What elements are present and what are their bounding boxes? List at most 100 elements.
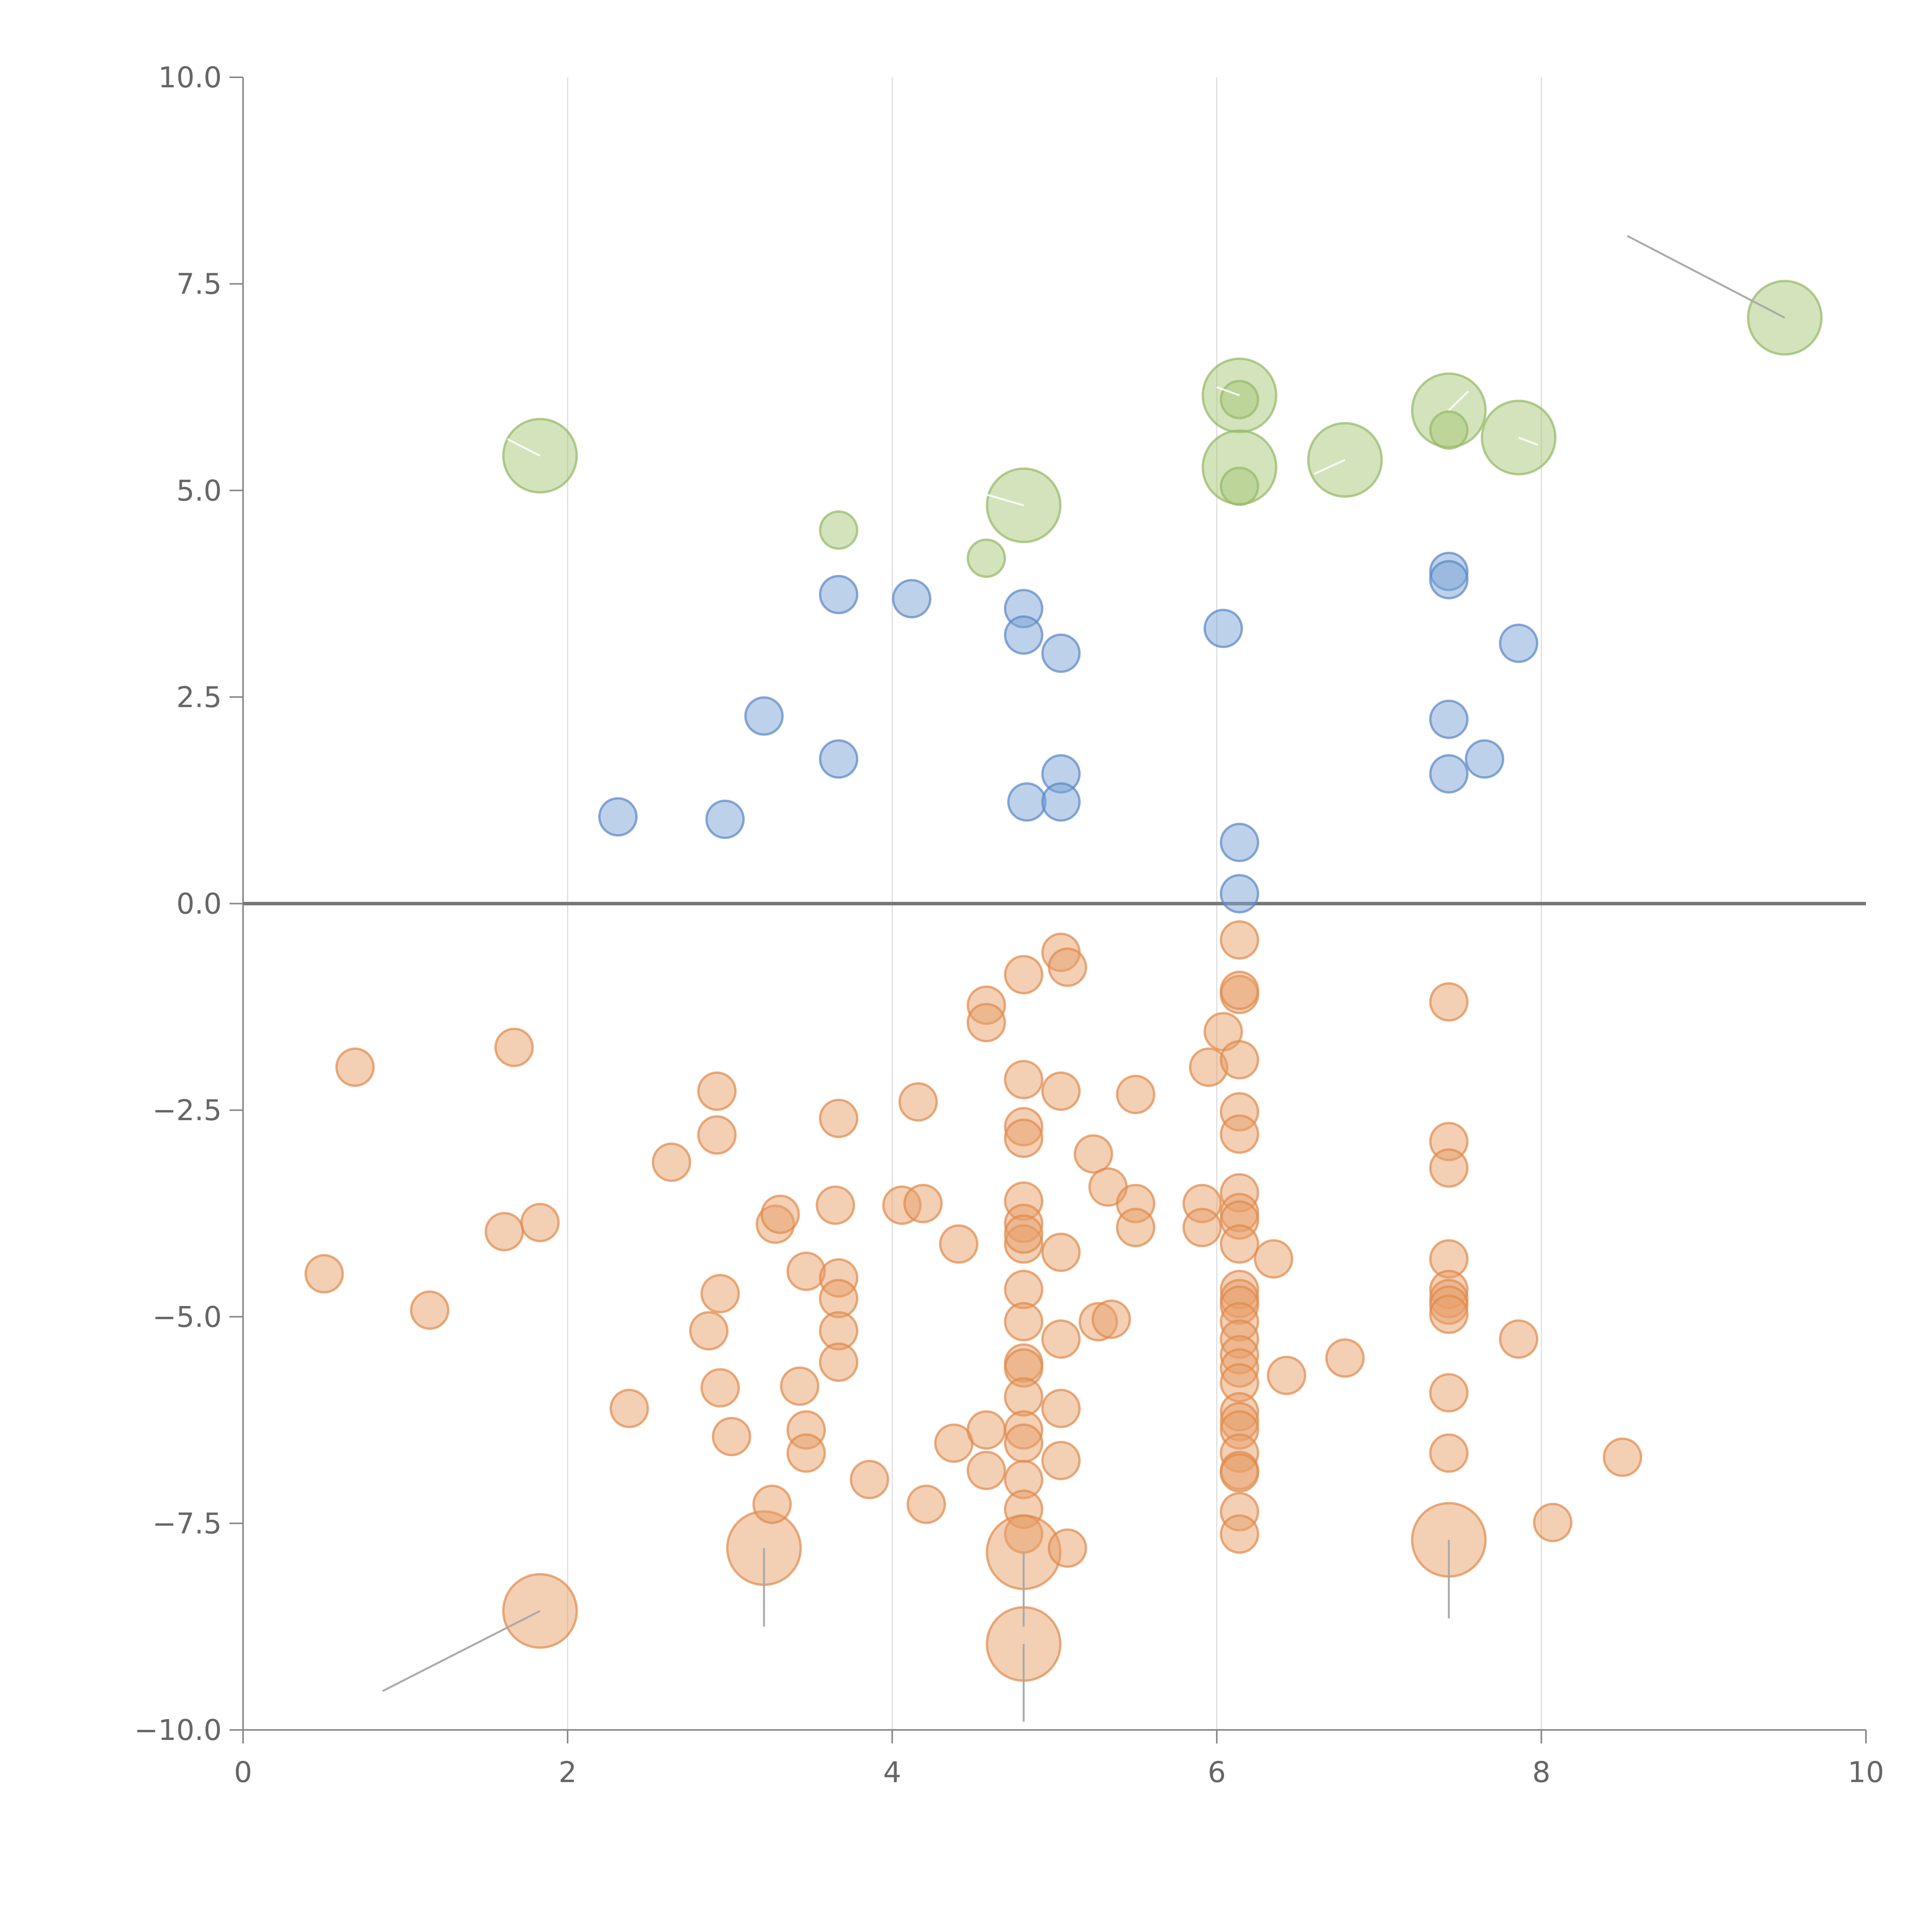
data-point-orange bbox=[1267, 1355, 1306, 1395]
data-point-green bbox=[819, 510, 859, 550]
data-point-orange bbox=[1603, 1437, 1642, 1477]
data-point-blue bbox=[1219, 823, 1259, 862]
data-point-orange bbox=[304, 1254, 344, 1294]
annotation-leader-line bbox=[1216, 386, 1240, 396]
x-tick-label: 2 bbox=[558, 1756, 577, 1789]
x-tick-label: 6 bbox=[1208, 1756, 1226, 1789]
points-layer bbox=[304, 280, 1823, 1682]
data-point-orange bbox=[939, 1224, 979, 1264]
data-point-blue bbox=[1429, 560, 1469, 600]
data-point-orange bbox=[1004, 1302, 1044, 1342]
data-point-blue bbox=[819, 739, 859, 779]
data-point-orange bbox=[1116, 1208, 1155, 1247]
x-tick-label: 4 bbox=[883, 1756, 901, 1789]
data-point-orange bbox=[819, 1342, 859, 1382]
data-point-green bbox=[1429, 410, 1469, 450]
annotation-leader-line bbox=[1313, 459, 1345, 475]
data-point-orange bbox=[966, 1003, 1006, 1043]
data-point-orange bbox=[609, 1389, 649, 1429]
annotation-leader-line bbox=[986, 493, 1024, 507]
data-point-orange bbox=[966, 1451, 1006, 1490]
y-tick-label: −2.5 bbox=[152, 1094, 222, 1127]
data-point-blue bbox=[892, 579, 932, 619]
data-point-orange bbox=[485, 1212, 524, 1252]
data-point-orange bbox=[1219, 1514, 1259, 1554]
x-tick-label: 10 bbox=[1848, 1756, 1884, 1789]
y-tick-label: 10.0 bbox=[158, 61, 222, 94]
data-point-orange bbox=[1004, 1214, 1044, 1254]
data-point-orange bbox=[1004, 1423, 1044, 1463]
data-point-blue bbox=[1219, 874, 1259, 913]
data-point-orange bbox=[780, 1366, 820, 1406]
data-point-blue bbox=[1499, 623, 1539, 663]
y-tick-label: 2.5 bbox=[176, 681, 222, 714]
data-point-orange bbox=[520, 1202, 560, 1242]
data-point-orange bbox=[494, 1027, 534, 1067]
data-point-blue bbox=[598, 797, 638, 837]
y-tick-label: 0.0 bbox=[176, 888, 222, 921]
data-point-orange bbox=[1429, 982, 1469, 1022]
data-point-orange bbox=[1041, 1232, 1081, 1272]
data-point-orange bbox=[1254, 1239, 1293, 1279]
data-point-blue bbox=[744, 696, 784, 736]
data-point-orange bbox=[1004, 1377, 1044, 1417]
data-point-blue bbox=[1429, 699, 1469, 739]
data-point-blue bbox=[705, 799, 745, 839]
data-point-orange bbox=[1429, 1433, 1469, 1473]
data-point-orange bbox=[697, 1115, 737, 1155]
data-point-orange bbox=[752, 1485, 792, 1524]
data-point-orange bbox=[1219, 1453, 1259, 1493]
axis-layer: 10.0 7.5 5.0 2.5 0.0 −2.5 −5.0 −7.5 −10.0 0 2 4 6 8 10 bbox=[134, 61, 1884, 1789]
annotation-leader-line bbox=[382, 1610, 541, 1692]
data-point-orange bbox=[1004, 1060, 1044, 1100]
data-point-orange bbox=[689, 1311, 729, 1351]
data-point-green bbox=[1219, 466, 1259, 506]
data-point-orange bbox=[1073, 1134, 1113, 1174]
annotation-leader-line bbox=[507, 438, 541, 457]
data-point-orange bbox=[903, 1184, 943, 1223]
data-point-orange bbox=[1219, 920, 1259, 960]
data-point-orange bbox=[1004, 955, 1044, 995]
data-point-orange bbox=[697, 1071, 737, 1111]
data-point-orange bbox=[760, 1194, 800, 1234]
data-point-orange bbox=[1219, 1040, 1259, 1080]
data-point-orange bbox=[1041, 1071, 1081, 1111]
x-tick-label: 0 bbox=[234, 1756, 252, 1789]
data-point-orange bbox=[850, 1460, 889, 1500]
data-point-orange bbox=[966, 1410, 1006, 1450]
data-point-orange bbox=[1092, 1299, 1131, 1339]
data-point-orange bbox=[816, 1185, 855, 1225]
data-point-orange bbox=[786, 1252, 826, 1291]
data-point-blue bbox=[1004, 615, 1044, 655]
annotation-leader-line bbox=[1518, 437, 1539, 446]
data-point-blue bbox=[1041, 782, 1081, 822]
data-point-blue bbox=[1203, 609, 1243, 648]
y-tick-label: 5.0 bbox=[176, 474, 222, 507]
data-point-orange bbox=[786, 1433, 826, 1473]
data-point-orange bbox=[906, 1485, 946, 1524]
data-point-blue bbox=[1429, 754, 1469, 794]
y-tick-label: −10.0 bbox=[134, 1714, 222, 1747]
annotation-leader-line bbox=[1627, 235, 1786, 319]
y-tick-label: 7.5 bbox=[176, 268, 222, 301]
data-point-orange bbox=[1182, 1208, 1222, 1247]
y-tick-label: −5.0 bbox=[152, 1301, 222, 1334]
data-point-orange bbox=[1429, 1373, 1469, 1413]
data-point-blue bbox=[1007, 782, 1047, 822]
data-point-blue bbox=[1041, 633, 1081, 673]
annotation-layer bbox=[382, 235, 1786, 1722]
data-point-orange bbox=[1004, 1118, 1044, 1158]
data-point-orange bbox=[651, 1142, 691, 1182]
data-point-orange bbox=[335, 1047, 375, 1087]
data-point-orange bbox=[700, 1368, 740, 1408]
data-point-green bbox=[1219, 380, 1259, 420]
data-point-orange bbox=[1219, 971, 1259, 1010]
data-point-blue bbox=[819, 575, 859, 614]
data-point-orange bbox=[1533, 1503, 1573, 1543]
data-point-orange bbox=[898, 1082, 938, 1122]
data-point-orange bbox=[1048, 1528, 1087, 1568]
data-point-orange bbox=[1325, 1338, 1365, 1378]
data-point-orange bbox=[1429, 1148, 1469, 1188]
